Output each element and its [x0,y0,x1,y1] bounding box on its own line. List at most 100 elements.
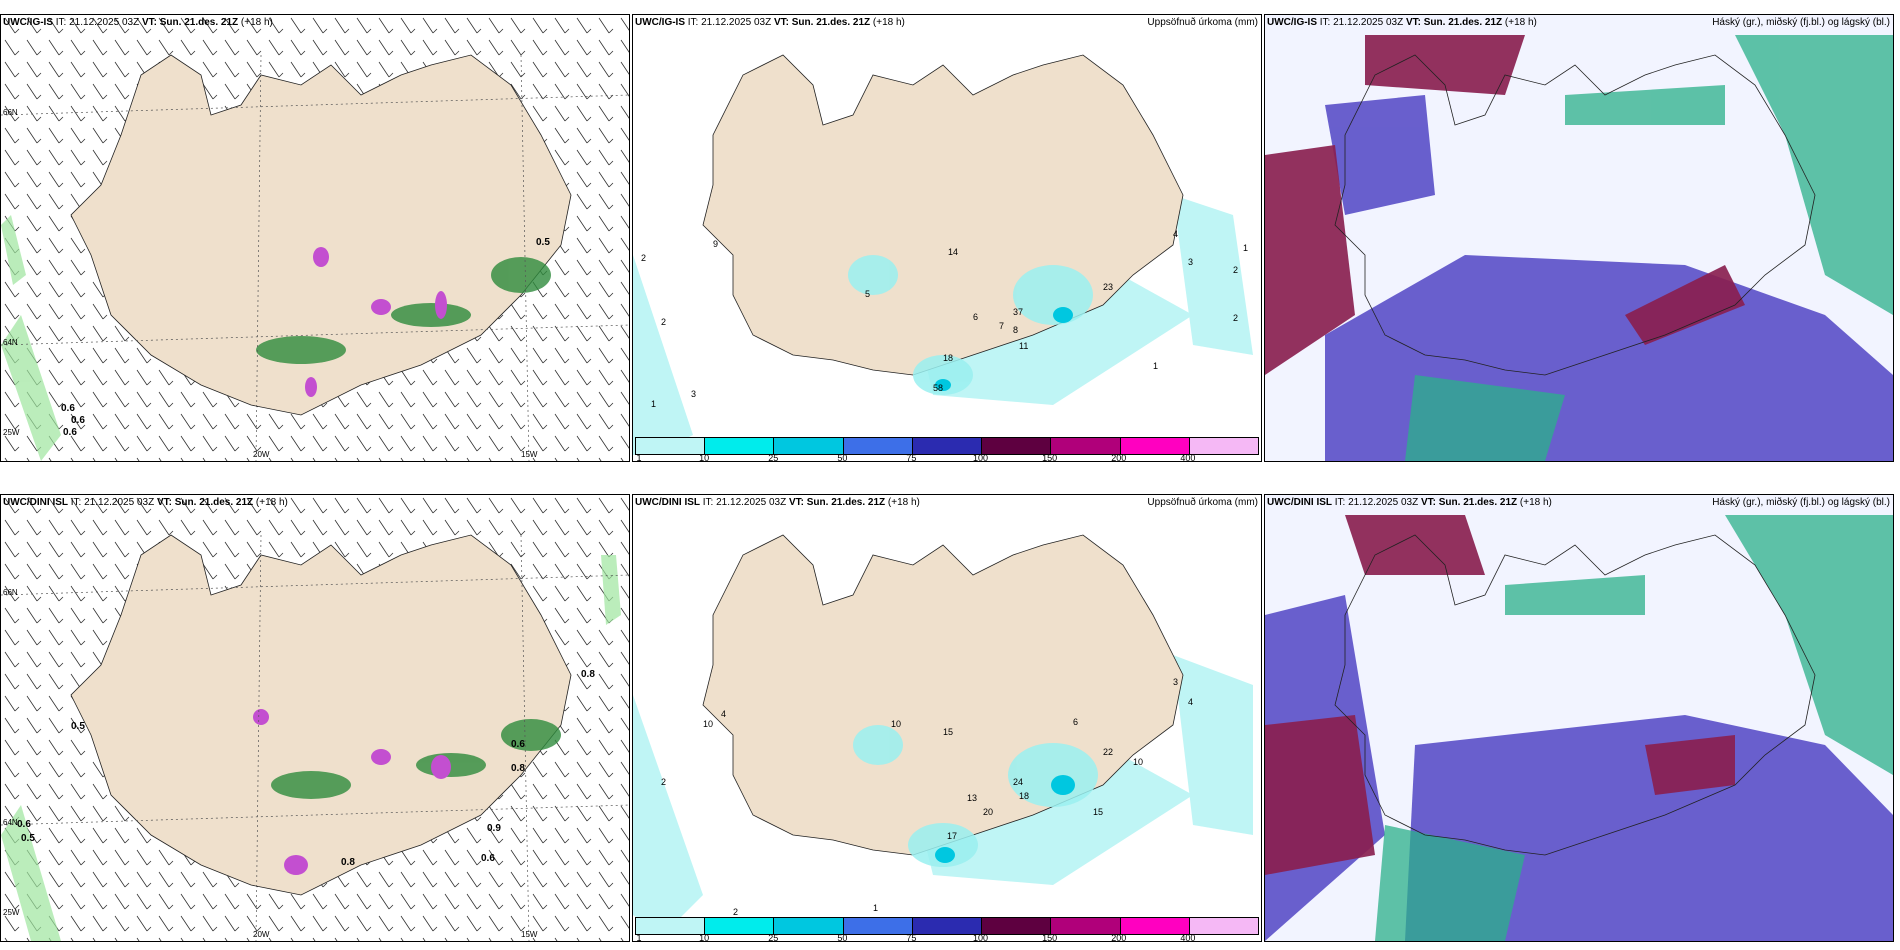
value-label: 17 [947,831,957,841]
lat-label-66: 66N [3,588,18,597]
value-label: 18 [943,353,953,363]
value-label: 11 [1019,341,1028,351]
legend-swatch [705,438,775,454]
panel-title: Uppsöfnuð úrkoma (mm) [1147,17,1258,28]
legend-tick: 10 [699,453,710,462]
panel-header: UWC/IG-IS IT: 21.12.2025 03Z VT: Sun. 21… [1267,17,1537,28]
legend-swatch [1051,438,1121,454]
value-label: 0.6 [481,853,495,864]
legend-tick: 100 [973,933,989,942]
legend-swatch [636,918,706,934]
precip-magenta [305,247,447,397]
map-canvas: 10 15 4 10 6 24 18 17 13 20 15 22 10 3 4… [633,534,1253,935]
precip-magenta [253,709,451,875]
legend-tick: 50 [837,933,848,942]
value-label: 3 [691,389,696,399]
precip-cyan-land [853,725,1098,867]
legend-tick: 1 [636,933,642,942]
iceland-outline [1334,534,1816,856]
panel-header: UWC/IG-IS IT: 21.12.2025 03Z VT: Sun. 21… [635,17,905,28]
value-label: 6 [973,312,978,322]
legend-swatch [1120,438,1190,454]
lat-label-66: 66N [3,108,18,117]
cloud-cover-map-dini: UWC/DINI ISL IT: 21.12.2025 03Z VT: Sun.… [1264,494,1894,942]
value-label: 4 [1188,697,1193,707]
legend-tick: 75 [906,933,917,942]
panel-title: Háský (gr.), miðský (fj.bl.) og lágský (… [1712,17,1890,28]
value-label: 2 [661,317,666,327]
precip-green [271,719,561,799]
value-label: 37 [1013,307,1023,317]
legend-tick: 50 [837,453,848,462]
legend-tick: 1 [636,453,642,462]
wind-precip-map-igis: UWC/IG-IS IT: 21.12.2025 03Z VT: Sun. 21… [0,14,630,462]
legend-tick: 100 [973,453,989,462]
value-label: 2 [733,907,738,917]
legend-swatch [912,918,983,934]
cloud-cover-map-igis: UWC/IG-IS IT: 21.12.2025 03Z VT: Sun. 21… [1264,14,1894,462]
legend-swatch [982,438,1052,454]
value-label: 1 [1153,361,1158,371]
value-label: 10 [703,719,713,729]
high-cloud-green [1375,515,1893,941]
legend-tick: 10 [699,933,710,942]
legend-swatch [774,918,844,934]
panel-header: UWC/DINI ISL IT: 21.12.2025 03Z VT: Sun.… [3,497,288,508]
value-label: 3 [1173,677,1178,687]
iceland-outline [1334,54,1816,376]
value-label: 10 [891,719,901,729]
legend-color-bar [635,437,1259,455]
green-sea-bands [1,555,621,941]
legend-tick: 400 [1180,453,1196,462]
legend-swatch [1051,918,1121,934]
accum-precip-map-dini: UWC/DINI ISL IT: 21.12.2025 03Z VT: Sun.… [632,494,1262,942]
legend-swatch [774,438,844,454]
legend-swatch [843,918,913,934]
legend-swatch [982,918,1052,934]
value-label: 0.6 [511,739,525,750]
value-label: 0.8 [341,857,355,868]
value-label: 22 [1103,747,1113,757]
map-canvas [1265,495,1893,941]
value-label: 13 [967,793,977,803]
lat-label-64: 64N [3,818,18,827]
value-label: 0.9 [487,823,501,834]
legend-tick: 25 [768,453,779,462]
lon-label-15: 15W [521,450,538,459]
value-label: 5 [865,289,870,299]
value-label: 1 [873,903,878,913]
panel-title: Háský (gr.), miðský (fj.bl.) og lágský (… [1712,497,1890,508]
lon-label-25: 25W [3,428,20,437]
high-cloud-green [1405,35,1893,461]
value-label: 4 [721,709,726,719]
value-label: 7 [999,321,1004,331]
value-label: 15 [1093,807,1103,817]
green-sea-bands [1,215,61,461]
value-label: 3 [1188,257,1193,267]
value-label: 20 [983,807,993,817]
map-canvas: 66N 64N 20W 15W 25W 0.8 0.5 0.6 0.5 0.6 … [1,495,629,941]
legend-swatch [1189,438,1258,454]
legend-tick: 150 [1042,453,1058,462]
value-label: 2 [1233,313,1238,323]
panel-title: Uppsöfnuð úrkoma (mm) [1147,497,1258,508]
value-label: 4 [1173,229,1178,239]
lon-label-20: 20W [253,450,270,459]
precip-legend: 1 10 25 50 75 100 150 200 400 [633,915,1261,941]
precip-cyan-land [848,255,1093,395]
lon-label-15: 15W [521,930,538,939]
mid-cloud-maroon [1265,35,1745,375]
legend-swatch [1189,918,1258,934]
legend-swatch [636,438,706,454]
value-label: 9 [713,239,718,249]
map-canvas: 9 14 6 5 2 3 1 2 37 58 23 18 7 8 11 4 3 … [633,54,1253,455]
legend-tick: 75 [906,453,917,462]
legend-tick: 150 [1042,933,1058,942]
legend-tick: 200 [1111,453,1127,462]
lon-label-25: 25W [3,908,20,917]
value-label: 15 [943,727,953,737]
legend-swatch [705,918,775,934]
value-label: 24 [1013,777,1023,787]
value-label: 1 [1243,243,1248,253]
precip-blue [935,775,1075,863]
